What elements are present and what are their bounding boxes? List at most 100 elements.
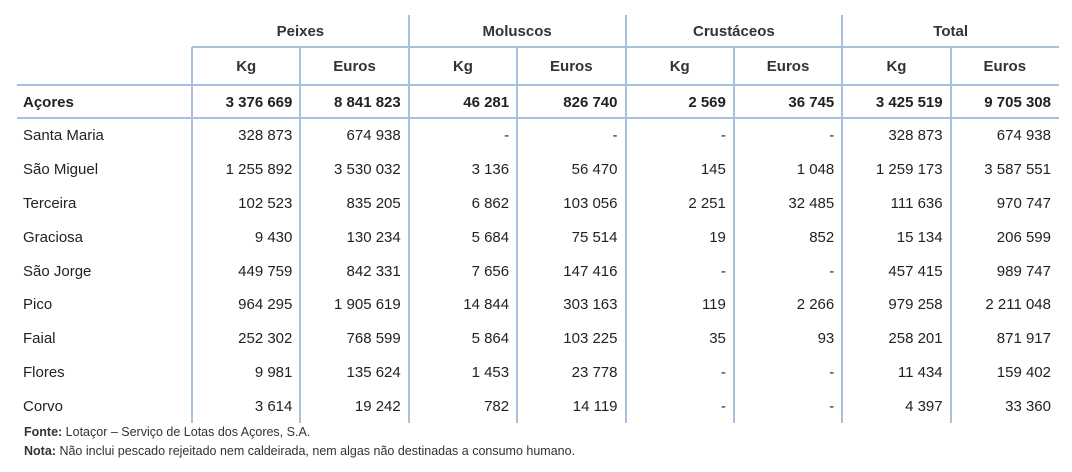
table-cell: 103 225 [563,330,618,348]
table-cell: 835 205 [346,194,401,212]
row-label: São Miguel [23,161,99,179]
column-rule [624,15,627,424]
table-cell: 5 864 [471,330,510,348]
table-cell: 970 747 [996,194,1051,212]
column-rule [191,47,193,424]
table-cell: 6 862 [471,194,510,212]
table-cell: - [829,262,835,280]
note-label: Fonte: [24,425,63,439]
table-cell: 9 981 [254,363,293,381]
note-text: Lotaçor – Serviço de Lotas dos Açores, S… [65,425,311,439]
table-cell: - [720,262,726,280]
table-cell: 449 759 [238,262,293,280]
table-cell: 32 485 [788,194,835,212]
table-cell: 3 614 [254,397,293,415]
group-header: Crustáceos [693,22,775,40]
table-cell: 989 747 [996,262,1051,280]
row-label: Corvo [23,397,64,415]
table-cell: 135 624 [346,363,401,381]
row-label: Flores [23,363,65,381]
note-label: Nota: [24,444,56,458]
row-label: Santa Maria [23,127,104,145]
table-cell: 103 056 [563,194,618,212]
column-header: Euros [550,57,593,75]
table-cell: 871 917 [996,330,1051,348]
table-cell: 964 295 [238,296,293,314]
table-cell: 14 844 [463,296,510,314]
table-cell: 3 136 [471,161,510,179]
table-cell: 1 905 619 [334,296,401,314]
table-cell: 303 163 [563,296,618,314]
column-header: Euros [333,57,376,75]
table-cell: 328 873 [888,127,943,145]
table-cell: 3 587 551 [984,161,1051,179]
table-cell: 145 [700,161,726,179]
table-cell: 674 938 [996,127,1051,145]
column-header: Kg [452,57,473,75]
table-cell: 2 211 048 [985,296,1051,314]
table-cell: 119 [701,296,726,314]
table-cell: - [612,127,618,145]
table-cell: 14 119 [572,397,618,415]
row-label: São Jorge [23,262,92,280]
table-cell: 35 [709,330,726,348]
row-label: Pico [23,296,53,314]
row-label: Graciosa [23,228,84,246]
table-cell: 9 705 308 [984,93,1051,111]
table-cell: - [720,363,726,381]
table-cell: 252 302 [238,330,293,348]
group-header: Total [933,22,968,40]
table-cell: 7 656 [471,262,510,280]
table-cell: 4 397 [905,397,943,415]
table-cell: 842 331 [346,262,401,280]
table-cell: 1 453 [471,363,510,381]
table-cell: 46 281 [463,93,510,111]
table-cell: 768 599 [346,330,401,348]
table-cell: 11 434 [897,363,943,381]
table-cell: 258 201 [888,330,943,348]
header-rule [17,84,1059,86]
table-cell: 5 684 [471,228,510,246]
table-cell: 159 402 [996,363,1051,381]
table-cell: 1 255 892 [225,161,293,179]
row-label: Açores [23,93,74,111]
table-cell: 19 [709,228,726,246]
table-cell: 206 599 [996,228,1051,246]
table-cell: 2 251 [688,194,726,212]
table-cell: 674 938 [346,127,401,145]
table-cell: 75 514 [571,228,618,246]
column-rule [516,47,519,424]
table-cell: 457 415 [888,262,943,280]
source-note: Fonte: Lotaçor – Serviço de Lotas dos Aç… [24,425,310,439]
table-cell: - [829,127,835,145]
row-label: Terceira [23,194,77,212]
table-cell: 1 048 [796,161,835,179]
table-cell: - [720,127,726,145]
table-cell: 979 258 [888,296,943,314]
column-header: Euros [983,57,1027,75]
table-cell: 3 530 032 [334,161,401,179]
column-header: Euros [766,57,810,75]
table-cell: 23 778 [571,363,618,381]
table-cell: 147 416 [563,262,618,280]
table-cell: 328 873 [238,127,293,145]
column-header: Kg [886,57,907,75]
note-text: Não inclui pescado rejeitado nem caldeir… [59,444,576,458]
column-header: Kg [236,57,257,75]
table-cell: - [504,127,510,145]
table-cell: 3 376 669 [225,93,293,111]
column-rule [841,15,844,424]
column-rule [299,47,302,424]
table-cell: 2 569 [688,93,726,111]
table-cell: 130 234 [346,228,401,246]
table-cell: - [829,397,835,415]
table-cell: 8 841 823 [334,93,401,111]
total-rule [17,117,1059,119]
table-cell: 56 470 [571,161,618,179]
table-cell: 3 425 519 [875,93,943,111]
column-rule [732,47,735,424]
group-header: Peixes [276,22,325,40]
table-cell: 33 360 [1005,397,1051,415]
table-cell: 782 [484,397,510,415]
